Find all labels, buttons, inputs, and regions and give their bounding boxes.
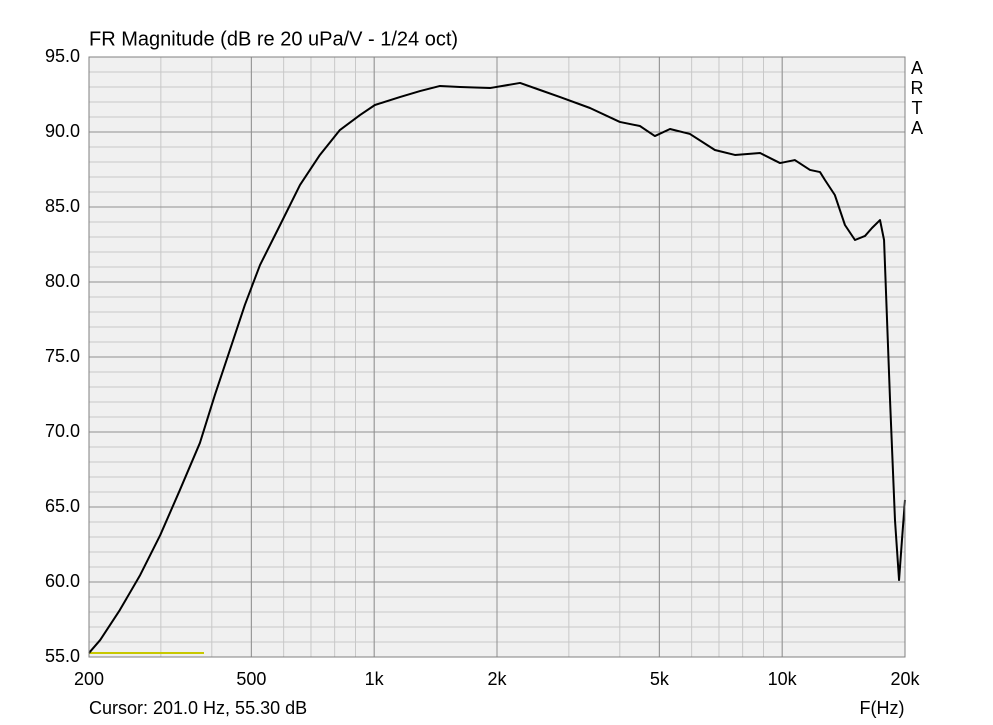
y-tick-label: 60.0 [45, 571, 80, 591]
x-tick-label: 20k [890, 669, 920, 689]
side-label: ARTA [907, 58, 927, 138]
x-tick-label: 2k [487, 669, 507, 689]
x-tick-label: 500 [236, 669, 266, 689]
plot-border [88, 56, 906, 658]
response-curve [88, 81, 906, 654]
x-tick-label: 200 [74, 669, 104, 689]
y-tick-label: 95.0 [45, 46, 80, 66]
grid [88, 56, 906, 658]
y-tick-label: 90.0 [45, 121, 80, 141]
x-tick-label: 1k [365, 669, 385, 689]
x-tick-label: 10k [768, 669, 798, 689]
marks [88, 81, 906, 654]
chart-title: FR Magnitude (dB re 20 uPa/V - 1/24 oct) [89, 28, 458, 50]
y-tick-label: 55.0 [45, 646, 80, 666]
y-tick-label: 75.0 [45, 346, 80, 366]
y-tick-label: 80.0 [45, 271, 80, 291]
y-tick-label: 70.0 [45, 421, 80, 441]
cursor-readout: Cursor: 201.0 Hz, 55.30 dB [89, 698, 307, 718]
y-tick-label: 85.0 [45, 196, 80, 216]
x-axis-label: F(Hz) [860, 698, 905, 718]
x-tick-label: 5k [650, 669, 670, 689]
y-tick-label: 65.0 [45, 496, 80, 516]
